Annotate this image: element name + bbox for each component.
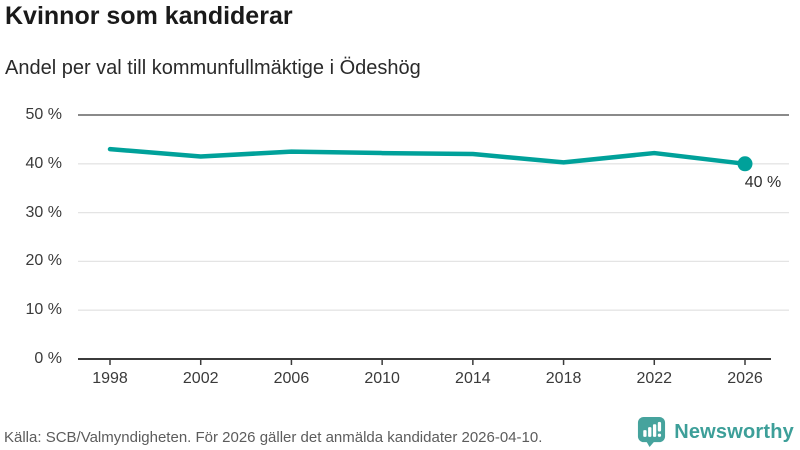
x-tick-label: 2006 bbox=[273, 370, 310, 387]
x-tick-label: 2002 bbox=[182, 370, 219, 387]
y-tick-label: 10 % bbox=[25, 301, 62, 319]
y-tick-label: 0 % bbox=[34, 350, 62, 367]
x-tick-label: 2014 bbox=[455, 370, 491, 387]
newsworthy-logo-icon bbox=[638, 416, 666, 448]
last-point-marker bbox=[737, 156, 753, 172]
source-note: Källa: SCB/Valmyndigheten. För 2026 gäll… bbox=[4, 429, 543, 446]
chart-subtitle: Andel per val till kommunfullmäktige i Ö… bbox=[5, 57, 421, 79]
x-tick-label: 2018 bbox=[545, 370, 582, 387]
last-value-label: 40 % bbox=[744, 173, 782, 191]
x-tick-label: 2026 bbox=[727, 370, 763, 387]
x-tick-label: 2022 bbox=[636, 370, 673, 387]
newsworthy-logo: Newsworthy bbox=[636, 416, 794, 448]
y-tick-label: 40 % bbox=[25, 154, 62, 172]
x-tick-label: 2010 bbox=[364, 370, 400, 387]
chart-title: Kvinnor som kandiderar bbox=[5, 2, 293, 30]
newsworthy-logo-text: Newsworthy bbox=[674, 420, 794, 443]
x-tick-label: 1998 bbox=[92, 370, 128, 387]
y-tick-label: 20 % bbox=[25, 252, 62, 270]
y-tick-label: 30 % bbox=[25, 203, 62, 221]
data-line bbox=[107, 146, 748, 167]
y-tick-label: 50 % bbox=[25, 106, 62, 123]
